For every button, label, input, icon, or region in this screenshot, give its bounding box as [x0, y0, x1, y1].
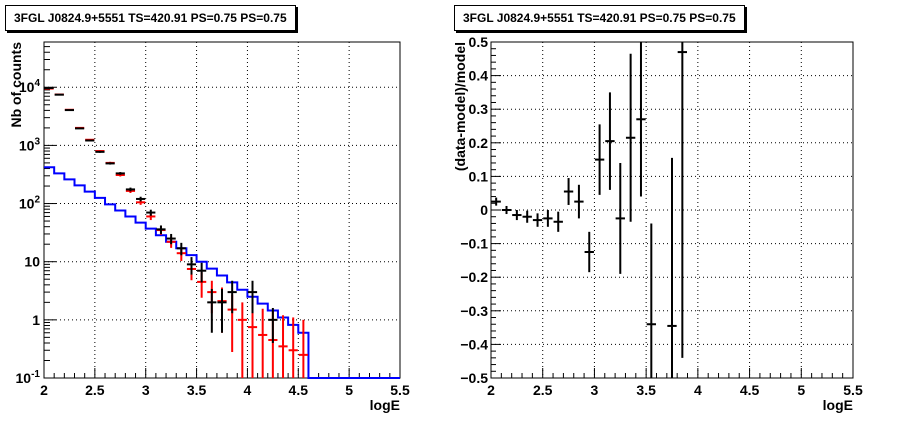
x-tick-label: 3	[591, 382, 599, 398]
residuals-panel: 2 2.5 3 3.5 4 4.5 5 5.5 −0.5 −0.4 −0.3 −0.2 −0.1 0 0.1…	[449, 0, 898, 421]
y-tick-label: 10	[24, 254, 40, 270]
y-tick-label: 104	[19, 78, 41, 95]
y-tick-label: 0.3	[469, 101, 489, 117]
x-tick-label: 2	[40, 382, 48, 398]
x-tick-label: 3.5	[636, 382, 656, 398]
x-tick-label: 5.5	[390, 382, 410, 398]
x-tick-label: 5	[797, 382, 805, 398]
y-tick-label: −0.4	[460, 336, 488, 352]
y-tick-label: −0.1	[460, 236, 488, 252]
y-axis-title: (data-model)/model	[452, 42, 468, 171]
y-tick-label: 0.5	[469, 34, 489, 50]
x-tick-label: 5.5	[843, 382, 863, 398]
x-tick-label: 4.5	[740, 382, 760, 398]
y-tick-label: 1	[32, 312, 40, 328]
counts-spectrum-panel: 2 2.5 3 3.5 4 4.5 5 5.5 10-1 1 10 102 103 104 logE Nb o…	[5, 5, 410, 413]
residuals-chart: 2 2.5 3 3.5 4 4.5 5 5.5 −0.5 −0.4 −0.3 −0.2 −0.1 0 0.1…	[452, 34, 863, 413]
x-tick-label: 4	[244, 382, 252, 398]
x-axis-title: logE	[823, 397, 853, 413]
x-tick-label: 4.5	[289, 382, 309, 398]
x-tick-label: 3	[142, 382, 150, 398]
y-axis-title: Nb of counts	[8, 42, 24, 128]
x-tick-label: 2.5	[85, 382, 105, 398]
x-tick-label: 2	[487, 382, 495, 398]
residuals-chart-title: 3FGL J0824.9+5551 TS=420.91 PS=0.75 PS=0…	[454, 5, 745, 31]
y-tick-label: −0.3	[460, 303, 488, 319]
y-tick-label: 0.1	[469, 168, 489, 184]
y-tick-label: −0.2	[460, 269, 488, 285]
y-tick-label: 103	[19, 136, 41, 153]
x-tick-label: 2.5	[533, 382, 553, 398]
x-tick-label: 4	[694, 382, 702, 398]
x-tick-label: 5	[345, 382, 353, 398]
x-axis-title: logE	[370, 397, 400, 413]
counts-spectrum-chart: 2 2.5 3 3.5 4 4.5 5 5.5 10-1 1 10 102 103 104 logE Nb o…	[8, 41, 410, 413]
counts-chart-title: 3FGL J0824.9+5551 TS=420.91 PS=0.75 PS=0…	[5, 5, 296, 31]
y-tick-label: 10-1	[16, 369, 41, 386]
plot-frame	[43, 41, 401, 379]
y-tick-label: 0.4	[469, 68, 489, 84]
y-tick-label: −0.5	[460, 370, 488, 386]
y-tick-label: 0	[480, 202, 488, 218]
y-tick-label: 0.2	[469, 135, 489, 151]
y-tick-label: 102	[19, 195, 41, 212]
x-tick-label: 3.5	[187, 382, 207, 398]
